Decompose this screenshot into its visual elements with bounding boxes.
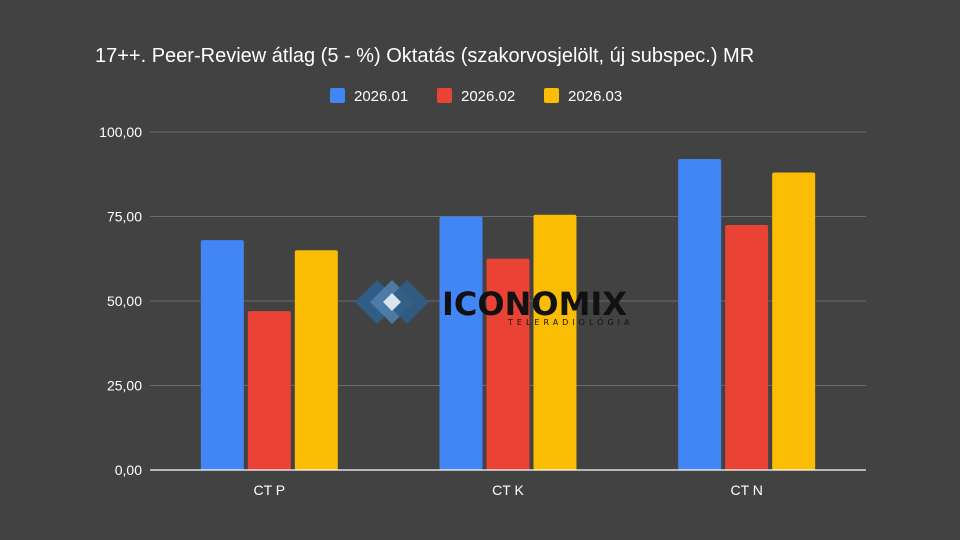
y-tick-label: 100,00 [99,124,142,140]
bar-2026.01-CT-N [678,159,722,471]
x-tick-label: CT K [492,482,524,498]
legend: 2026.01 2026.02 2026.03 [330,88,622,105]
bar-2026.02-CT-N [725,224,769,470]
legend-label: 2026.01 [354,88,408,105]
x-tick-label: CT P [254,482,286,498]
watermark-word: ICONOMIX [442,285,627,323]
legend-swatch [437,88,452,103]
legend-label: 2026.03 [568,88,622,105]
legend-swatch [330,88,345,103]
x-axis-labels: CT P CT K CT N [254,482,763,498]
y-tick-label: 25,00 [107,378,142,394]
bar-2026.02-CT-K [486,258,530,470]
watermark-subtitle: TELERADIOLÓGIA [507,316,633,327]
bar-2026.03-CT-P [294,250,338,470]
watermark-logo: ICONOMIX TELERADIOLÓGIA [355,280,633,327]
legend-swatch [544,88,559,103]
bar-2026.03-CT-N [772,172,816,470]
y-tick-label: 0,00 [115,462,142,478]
x-tick-label: CT N [730,482,762,498]
bar-2026.02-CT-P [247,311,291,470]
iconomix-diamond-logo-icon [355,280,429,324]
bar-2026.03-CT-K [533,214,577,470]
bar-2026.01-CT-P [200,240,244,470]
legend-label: 2026.02 [461,88,515,105]
y-tick-label: 75,00 [107,209,142,225]
bar-2026.01-CT-K [439,216,483,470]
chart-title: 17++. Peer-Review átlag (5 - %) Oktatás … [95,45,754,67]
y-tick-label: 50,00 [107,293,142,309]
bars [200,159,816,471]
y-axis-ticks: 0,00 25,00 50,00 75,00 100,00 [99,124,142,478]
